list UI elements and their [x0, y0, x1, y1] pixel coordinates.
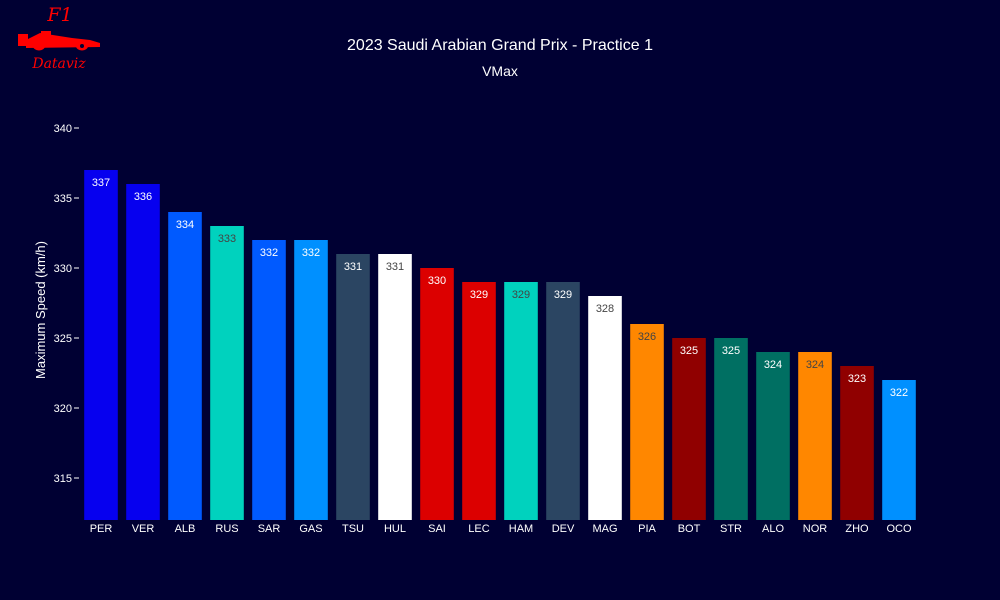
x-tick-label-nor: NOR — [803, 523, 828, 535]
data-label-dev: 329 — [554, 289, 572, 301]
x-tick-label-oco: OCO — [886, 523, 912, 535]
data-label-per: 337 — [92, 177, 110, 189]
x-tick-label-ver: VER — [132, 523, 155, 535]
x-tick-label-rus: RUS — [215, 523, 238, 535]
data-label-alb: 334 — [176, 219, 194, 231]
chart-title: 2023 Saudi Arabian Grand Prix - Practice… — [347, 37, 653, 54]
bars-group: 337 336 334 333 332 332 331 331 330 329 329 329 328 3… — [84, 170, 916, 520]
data-label-sar: 332 — [260, 247, 278, 259]
y-tick-label: 335 — [54, 193, 72, 205]
data-label-oco: 322 — [890, 387, 908, 399]
x-tick-label-alo: ALO — [762, 523, 784, 535]
data-label-str: 325 — [722, 345, 740, 357]
bar-hul — [378, 254, 412, 520]
data-label-zho: 323 — [848, 373, 866, 385]
x-tick-label-bot: BOT — [678, 523, 701, 535]
data-label-ham: 329 — [512, 289, 530, 301]
x-tick-label-hul: HUL — [384, 523, 406, 535]
bar-oco — [882, 380, 916, 520]
bar-per — [84, 170, 118, 520]
y-tick-label: 340 — [54, 123, 72, 135]
race-car-icon — [18, 31, 100, 51]
bar-nor — [798, 352, 832, 520]
bar-bot — [672, 338, 706, 520]
bar-ham — [504, 282, 538, 520]
bar-mag — [588, 296, 622, 520]
bar-alb — [168, 212, 202, 520]
y-tick-label: 325 — [54, 333, 72, 345]
data-label-alo: 324 — [764, 359, 782, 371]
data-label-nor: 324 — [806, 359, 824, 371]
x-tick-label-gas: GAS — [299, 523, 322, 535]
bar-pia — [630, 324, 664, 520]
x-axis: PER VER ALB RUS SAR GAS TSU HUL SAI LEC HAM DEV MAG P… — [90, 523, 912, 535]
data-label-sai: 330 — [428, 275, 446, 287]
data-label-bot: 325 — [680, 345, 698, 357]
data-label-gas: 332 — [302, 247, 320, 259]
bar-ver — [126, 184, 160, 520]
x-tick-label-per: PER — [90, 523, 113, 535]
data-label-hul: 331 — [386, 261, 404, 273]
bar-gas — [294, 240, 328, 520]
x-tick-label-lec: LEC — [468, 523, 489, 535]
bar-sar — [252, 240, 286, 520]
data-label-rus: 333 — [218, 233, 236, 245]
data-label-mag: 328 — [596, 303, 614, 315]
bar-sai — [420, 268, 454, 520]
logo-bottom-text: Dataviz — [31, 56, 86, 72]
f1-dataviz-logo: F1 Dataviz — [18, 4, 100, 72]
chart-subtitle: VMax — [482, 63, 518, 79]
bar-alo — [756, 352, 790, 520]
x-tick-label-sai: SAI — [428, 523, 446, 535]
bar-tsu — [336, 254, 370, 520]
bar-zho — [840, 366, 874, 520]
x-tick-label-mag: MAG — [592, 523, 617, 535]
data-label-tsu: 331 — [344, 261, 362, 273]
data-label-pia: 326 — [638, 331, 656, 343]
x-tick-label-zho: ZHO — [845, 523, 869, 535]
logo-top-text: F1 — [46, 4, 72, 26]
x-tick-label-str: STR — [720, 523, 742, 535]
y-axis: 315 320 325 330 335 340 — [54, 123, 79, 485]
data-label-ver: 336 — [134, 191, 152, 203]
x-tick-label-sar: SAR — [258, 523, 281, 535]
bar-rus — [210, 226, 244, 520]
bar-dev — [546, 282, 580, 520]
bar-lec — [462, 282, 496, 520]
x-tick-label-tsu: TSU — [342, 523, 364, 535]
x-tick-label-alb: ALB — [175, 523, 196, 535]
bar-str — [714, 338, 748, 520]
y-axis-label: Maximum Speed (km/h) — [33, 241, 48, 379]
y-tick-label: 330 — [54, 263, 72, 275]
x-tick-label-ham: HAM — [509, 523, 533, 535]
x-tick-label-pia: PIA — [638, 523, 656, 535]
data-label-lec: 329 — [470, 289, 488, 301]
y-tick-label: 320 — [54, 403, 72, 415]
x-tick-label-dev: DEV — [552, 523, 575, 535]
y-tick-label: 315 — [54, 473, 72, 485]
